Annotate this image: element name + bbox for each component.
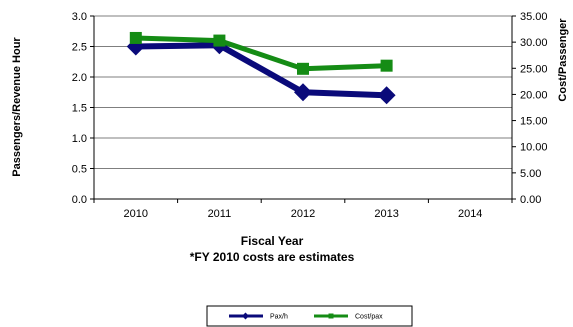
x-tick-label: 2012 (291, 208, 315, 220)
right-tick-label: 10.00 (520, 142, 548, 154)
right-tick-label: 35.00 (520, 11, 548, 23)
data-point-cost-pax (380, 59, 393, 72)
legend: Pax/h Cost/pax (206, 305, 413, 327)
right-tick-label: 5.00 (520, 168, 541, 180)
series-line-pax-h (135, 42, 387, 99)
right-tick-label: 15.00 (520, 116, 548, 128)
x-tick-label: 2011 (208, 208, 232, 220)
x-axis-title: Fiscal Year (241, 234, 304, 248)
left-tick-label: 1.5 (72, 103, 87, 115)
x-tick-label: 2010 (124, 208, 148, 220)
x-ticks: 2010 2011 2012 2013 2014 (93, 199, 513, 220)
data-point-pax-h (377, 86, 396, 105)
data-point-cost-pax (213, 34, 226, 47)
left-tick-label: 1.0 (72, 133, 87, 145)
right-tick-label: 20.00 (520, 89, 548, 101)
right-axis-title: Cost/Passenger (557, 18, 569, 102)
legend-label-cost: Cost/pax (355, 314, 383, 321)
data-point-cost-pax (129, 31, 142, 44)
left-axis-title: Passengers/Revenue Hour (11, 37, 23, 177)
left-tick-label: 0.5 (72, 164, 87, 176)
right-tick-label: 30.00 (520, 37, 548, 49)
left-tick-label: 2.0 (72, 72, 87, 84)
left-tick-label: 0.0 (72, 194, 87, 206)
left-tick-label: 3.0 (72, 11, 87, 23)
right-y-ticks: 0.00 5.00 10.00 15.00 20.00 25.00 30.00 35.00 (512, 11, 548, 206)
legend-box (206, 305, 413, 327)
legend-label-pax: Pax/h (270, 314, 288, 321)
left-tick-label: 2.5 (72, 42, 87, 54)
x-tick-label: 2013 (374, 208, 398, 220)
series-layer (126, 31, 396, 105)
legend-marker-pax (241, 312, 250, 320)
chart-note: *FY 2010 costs are estimates (190, 250, 355, 264)
right-tick-label: 25.00 (520, 63, 548, 75)
data-point-cost-pax (297, 62, 309, 75)
right-tick-label: 0.00 (520, 194, 541, 206)
data-point-pax-h (294, 83, 312, 102)
x-tick-label: 2014 (458, 208, 482, 220)
series-line-cost-pax (135, 35, 387, 72)
left-y-ticks: 0.0 0.5 1.0 1.5 2.0 2.5 3.0 (72, 11, 94, 206)
legend-marker-cost (328, 313, 334, 319)
